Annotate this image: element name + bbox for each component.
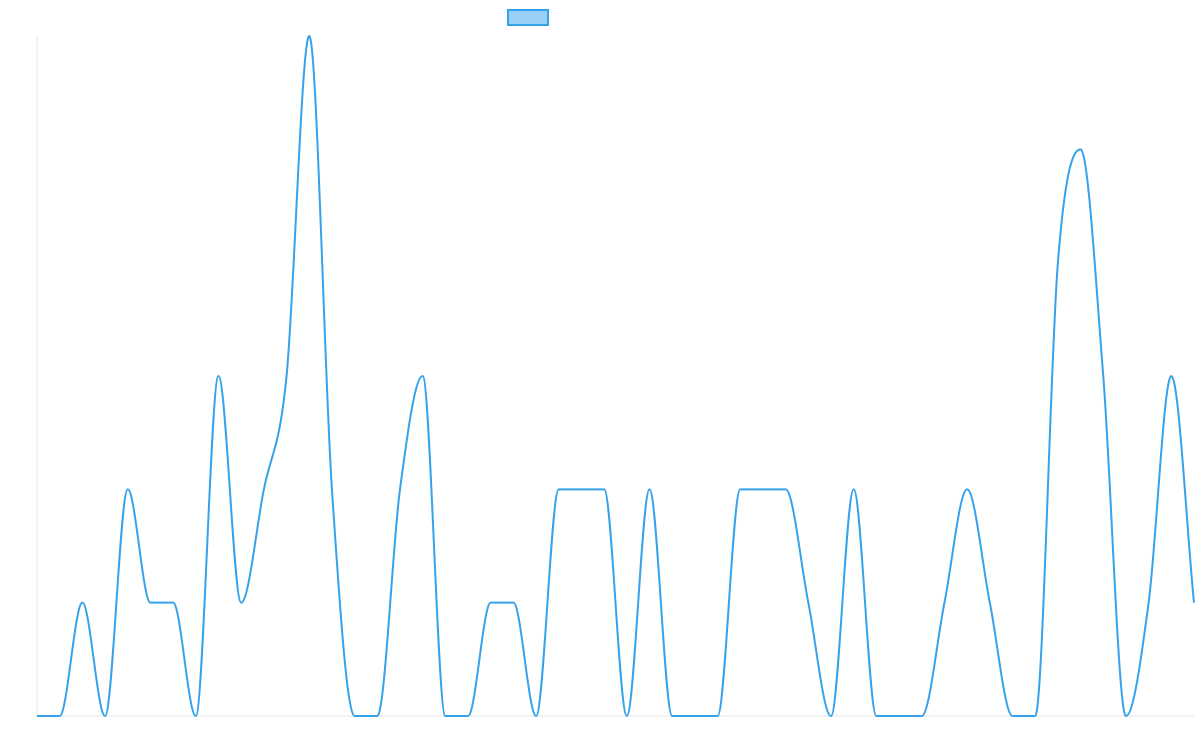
line-series bbox=[37, 34, 1195, 718]
legend-swatch bbox=[507, 9, 549, 26]
